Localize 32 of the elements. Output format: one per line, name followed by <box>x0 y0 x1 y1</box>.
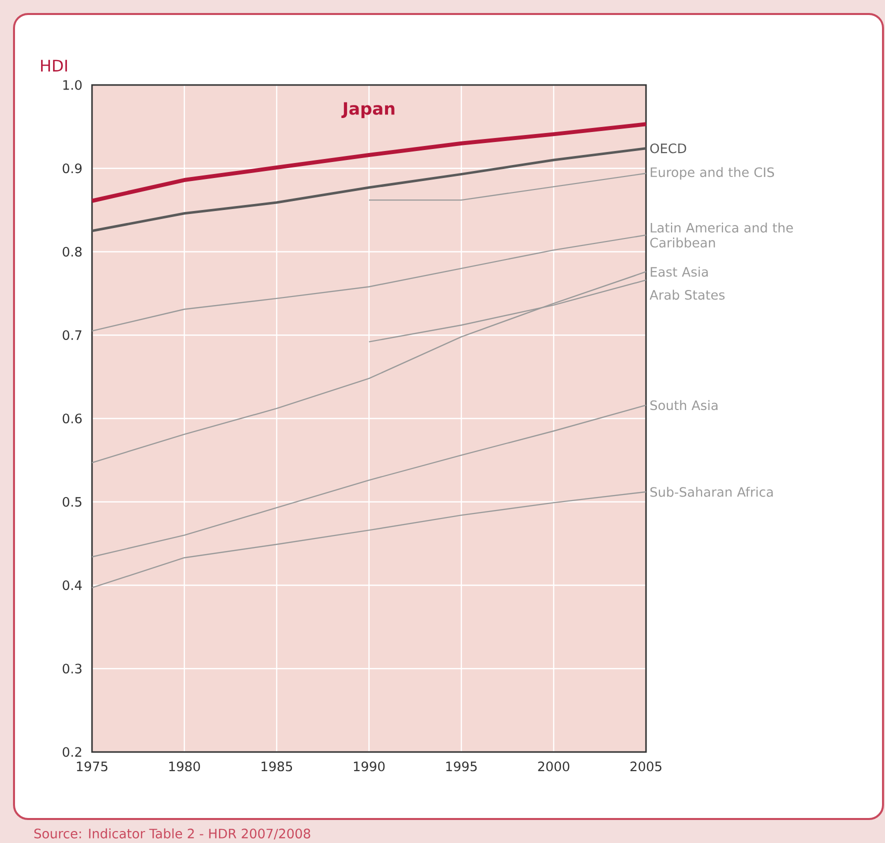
series-label: Japan <box>341 102 394 118</box>
line-series <box>91 271 647 464</box>
line-series <box>91 491 647 588</box>
x-tick-label: 1995 <box>446 762 477 772</box>
x-tick-label: 2000 <box>538 762 570 772</box>
y-tick-label: 0.3 <box>62 664 82 674</box>
y-axis-title: HDI <box>41 60 67 72</box>
y-tick-label: 1.0 <box>63 80 82 90</box>
line-series <box>91 234 647 332</box>
line-series <box>90 147 648 232</box>
x-tick-label: 1990 <box>354 762 385 772</box>
series-label: Latin America and the Caribbean <box>650 222 793 248</box>
y-tick-label: 0.4 <box>62 580 82 590</box>
series-label: Sub-Saharan Africa <box>650 486 773 497</box>
line-series <box>90 122 648 203</box>
y-tick-label: 0.6 <box>62 414 82 424</box>
y-tick-label: 0.2 <box>62 747 82 757</box>
y-tick-label: 0.8 <box>62 246 82 257</box>
series-label: Europe and the CIS <box>650 167 774 180</box>
series-label: Arab States <box>650 290 725 300</box>
y-tick-label: 0.7 <box>62 330 82 340</box>
y-tick-label: 0.5 <box>62 496 82 507</box>
series-label: East Asia <box>650 266 708 277</box>
series-label: OECD <box>650 143 686 154</box>
x-tick-label: 1985 <box>262 762 292 772</box>
series-label: South Asia <box>650 400 718 410</box>
source-note: Source: Indicator Table 2 - HDR 2007/2008 <box>34 828 310 840</box>
x-tick-label: 2005 <box>630 762 662 772</box>
y-tick-label: 0.9 <box>62 163 82 174</box>
x-tick-label: 1975 <box>76 762 108 772</box>
x-tick-label: 1980 <box>169 762 200 772</box>
line-series <box>91 404 647 558</box>
